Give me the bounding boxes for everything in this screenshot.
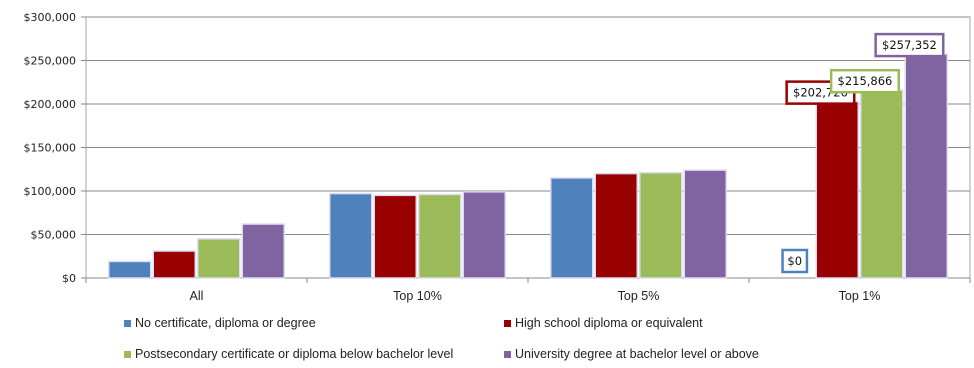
legend-swatch [124, 319, 131, 327]
legend-item: Postsecondary certificate or diploma bel… [124, 347, 453, 361]
data-label-box [829, 68, 901, 94]
bar [904, 53, 948, 279]
y-tick-label: $200,000 [24, 98, 77, 111]
y-tick-label: $50,000 [31, 229, 77, 242]
data-label-box [781, 248, 809, 274]
data-label: $257,352 [882, 38, 937, 52]
legend-label: Postsecondary certificate or diploma bel… [135, 347, 454, 361]
data-label: $0 [787, 254, 802, 268]
bar [594, 172, 638, 279]
legend-swatch [504, 350, 511, 358]
x-tick-label: Top 10% [393, 289, 442, 303]
legend-swatch [124, 350, 131, 358]
x-tick-label: Top 1% [839, 289, 881, 303]
y-tick-label: $100,000 [24, 185, 77, 198]
y-tick-label: $150,000 [24, 142, 77, 155]
legend-swatch [504, 319, 511, 327]
bar [815, 100, 859, 279]
legend-label: University degree at bachelor level or a… [515, 347, 759, 361]
bar [152, 250, 196, 279]
y-tick-label: $0 [62, 272, 76, 285]
bar [639, 171, 683, 279]
data-label-box [874, 32, 945, 58]
x-tick-label: All [190, 289, 204, 303]
bar [418, 193, 462, 279]
legend-label: High school diploma or equivalent [515, 316, 703, 330]
data-label: $215,866 [838, 74, 893, 88]
legend-item: No certificate, diploma or degree [124, 316, 316, 330]
legend-item: University degree at bachelor level or a… [504, 347, 759, 361]
y-tick-label: $250,000 [24, 55, 77, 68]
bar [860, 89, 904, 279]
y-tick-label: $300,000 [24, 11, 77, 24]
bar [683, 169, 727, 279]
bar [373, 194, 417, 279]
bar [241, 223, 285, 279]
bar [462, 191, 506, 279]
x-tick-label: Top 5% [618, 289, 660, 303]
bar [550, 177, 594, 279]
bar [108, 260, 152, 279]
legend-item: High school diploma or equivalent [504, 316, 703, 330]
bar [197, 238, 241, 279]
legend-label: No certificate, diploma or degree [135, 316, 316, 330]
bar [329, 192, 373, 279]
